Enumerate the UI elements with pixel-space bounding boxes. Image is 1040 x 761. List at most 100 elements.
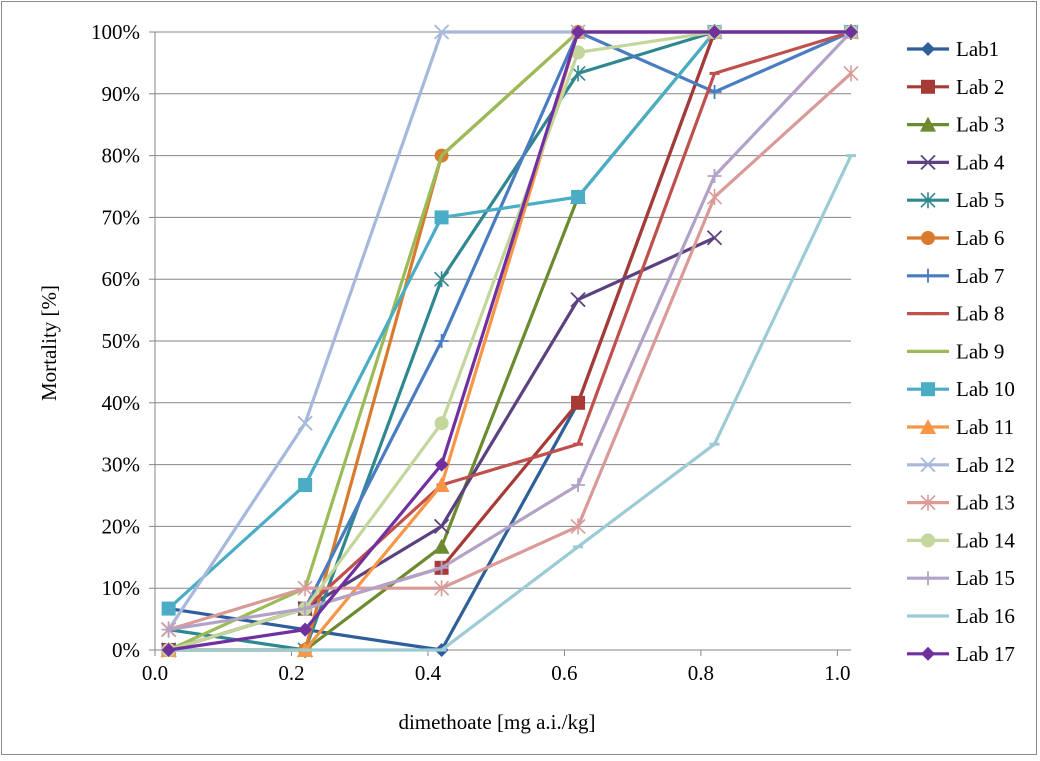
data-point-lab-10: [434, 210, 449, 225]
data-point-lab-17: [571, 25, 586, 39]
series-line-lab-17: [168, 30, 851, 652]
y-tick-label: 40%: [102, 391, 141, 415]
legend-item-lab-4: Lab 4: [907, 150, 1005, 174]
legend-label: Lab 14: [956, 528, 1015, 552]
y-tick-label: 20%: [102, 514, 141, 538]
legend-marker: [920, 116, 936, 132]
y-tick-label: 10%: [102, 576, 141, 600]
legend-label: Lab 16: [956, 604, 1015, 628]
data-point-lab-10: [571, 190, 586, 205]
data-point-lab-17: [707, 25, 722, 39]
data-point-lab-13: [843, 65, 859, 82]
legend-label: Lab1: [956, 37, 999, 61]
legend-item-lab-3: Lab 3: [907, 113, 1004, 137]
data-point-lab-15: [571, 477, 586, 492]
data-point-lab-15: [298, 601, 313, 616]
legend-marker: [921, 42, 935, 56]
data-point-lab-15: [707, 168, 722, 183]
legend-label: Lab 2: [956, 75, 1004, 99]
x-tick-label: 0.2: [278, 661, 304, 685]
legend-marker: [921, 231, 935, 245]
x-tick-label: 1.0: [824, 661, 850, 685]
legend-label: Lab 13: [956, 491, 1015, 515]
axes: 0% 10% 20% 30% 40% 50% 60% 70% 80% 90% 100% 0.0 0.2 0…: [91, 20, 851, 685]
y-tick-label: 60%: [102, 267, 141, 291]
data-point-lab-13: [434, 580, 450, 597]
legend-label: Lab 9: [956, 339, 1004, 363]
data-point-lab-12: [297, 415, 313, 431]
data-point-lab-10: [298, 477, 313, 492]
legend-marker: [921, 533, 935, 548]
data-point-lab-17: [844, 25, 858, 39]
legend-marker: [920, 457, 936, 473]
y-tick-label: 80%: [102, 144, 141, 168]
legend-marker: [921, 79, 935, 94]
legend-marker: [921, 571, 935, 586]
data-point-lab-4: [706, 230, 723, 246]
x-tick-label: 0.4: [415, 661, 442, 685]
legend-item-lab1: Lab1: [907, 37, 999, 61]
legend-item-lab-14: Lab 14: [907, 528, 1015, 552]
legend-marker: [920, 419, 936, 434]
y-tick-label: 90%: [102, 82, 141, 106]
data-point-lab-13: [570, 518, 586, 535]
data-point-lab-15: [161, 622, 176, 637]
x-axis-title: dimethoate [mg a.i./kg]: [398, 710, 595, 734]
x-tick-label: 0.8: [688, 661, 714, 685]
legend-item-lab-11: Lab 11: [907, 415, 1014, 439]
legend-item-lab-15: Lab 15: [907, 566, 1015, 590]
series-lab-15: [161, 25, 858, 637]
data-point-lab-13: [706, 189, 723, 206]
legend-item-lab-12: Lab 12: [907, 453, 1015, 477]
data-point-lab-10: [161, 601, 176, 616]
data-point-lab-4: [433, 518, 450, 535]
legend-label: Lab 6: [956, 226, 1004, 250]
legend-label: Lab 17: [956, 642, 1015, 666]
legend-label: Lab 10: [956, 377, 1015, 401]
data-point-lab-2: [571, 395, 586, 410]
x-tick-label: 0.6: [551, 661, 577, 685]
legend-item-lab-13: Lab 13: [907, 491, 1015, 515]
y-axis-title: Mortality [%]: [37, 285, 61, 401]
data-point-lab-14: [434, 416, 449, 431]
legend-item-lab-8: Lab 8: [907, 302, 1004, 326]
legend-marker: [920, 192, 936, 209]
legend-label: Lab 5: [956, 188, 1004, 212]
data-point-lab-7: [434, 334, 449, 348]
data-point-lab-7: [707, 84, 722, 99]
legend-item-lab-10: Lab 10: [907, 377, 1015, 401]
series-line-lab-12: [167, 30, 851, 631]
data-point-lab-5: [434, 271, 450, 288]
series-lab-17: [161, 25, 858, 657]
legend-label: Lab 11: [956, 415, 1014, 439]
data-point-lab-14: [571, 45, 586, 60]
legend-marker: [921, 268, 935, 283]
data-point-lab-11: [433, 476, 450, 492]
series-line-lab-16: [168, 154, 853, 652]
y-tick-label: 50%: [102, 329, 141, 353]
x-tick-label: 0.0: [142, 661, 168, 685]
legend: Lab1 Lab 2 Lab 3 Lab 4 Lab 5 Lab 6 Lab 7 Lab 8 L…: [907, 37, 1015, 666]
legend-marker: [920, 154, 936, 171]
y-tick-label: 70%: [102, 205, 141, 229]
series-lab-12: [161, 24, 859, 638]
series-line-lab-13: [168, 72, 853, 632]
legend-item-lab-2: Lab 2: [907, 75, 1004, 99]
data-point-lab-12: [433, 24, 450, 40]
legend-label: Lab 8: [956, 302, 1004, 326]
legend-label: Lab 12: [956, 453, 1015, 477]
legend-item-lab-9: Lab 9: [907, 339, 1004, 363]
series-line-lab-15: [168, 30, 853, 632]
data-point-lab-17: [298, 622, 313, 637]
legend-label: Lab 15: [956, 566, 1015, 590]
y-tick-label: 0%: [112, 638, 140, 662]
legend-item-lab-5: Lab 5: [907, 188, 1004, 212]
data-point-lab-17: [161, 643, 176, 657]
series-lab-13: [161, 65, 859, 638]
data-point-lab-4: [570, 291, 586, 308]
legend-marker: [921, 382, 935, 397]
y-tick-label: 100%: [91, 20, 140, 44]
legend-item-lab-17: Lab 17: [907, 642, 1015, 666]
series-lines: [160, 24, 859, 658]
